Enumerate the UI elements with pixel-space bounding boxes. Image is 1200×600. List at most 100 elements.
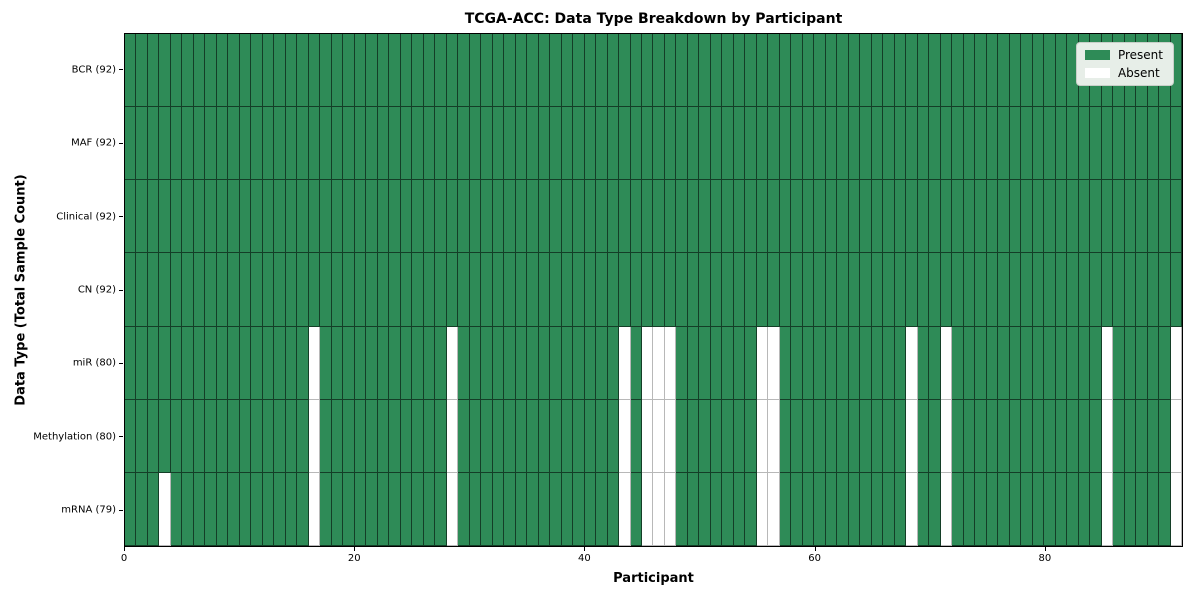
- heatmap-cell: [998, 326, 1010, 400]
- heatmap-cell: [538, 472, 551, 546]
- heatmap-cell: [446, 34, 459, 108]
- heatmap-cell: [343, 34, 355, 108]
- heatmap-cell: [147, 107, 160, 181]
- heatmap-cell: [1159, 107, 1171, 181]
- heatmap-cell: [1032, 472, 1045, 546]
- heatmap-cell: [1101, 107, 1114, 181]
- heatmap-cell: [550, 326, 562, 400]
- heatmap-cell: [1147, 399, 1160, 473]
- heatmap-cell: [802, 399, 815, 473]
- heatmap-cell: [779, 326, 792, 400]
- heatmap-cell: [481, 399, 493, 473]
- heatmap-cell: [883, 107, 895, 181]
- heatmap-cell: [1078, 326, 1091, 400]
- heatmap-cell: [768, 326, 780, 400]
- heatmap-cell: [285, 253, 298, 327]
- heatmap-cell: [607, 326, 620, 400]
- heatmap-cell: [814, 107, 826, 181]
- heatmap-cell: [975, 34, 987, 108]
- heatmap-cell: [1113, 326, 1125, 400]
- heatmap-cell: [366, 107, 378, 181]
- heatmap-cell: [285, 107, 298, 181]
- heatmap-cell: [917, 253, 930, 327]
- heatmap-cell: [377, 399, 390, 473]
- heatmap-cell: [687, 107, 700, 181]
- heatmap-cell: [343, 399, 355, 473]
- heatmap-cell: [504, 472, 516, 546]
- heatmap-cell: [848, 34, 861, 108]
- heatmap-cell: [630, 180, 642, 254]
- heatmap-cell: [251, 107, 263, 181]
- heatmap-cell: [607, 180, 620, 254]
- heatmap-cell: [917, 399, 930, 473]
- heatmap-cell: [848, 472, 861, 546]
- heatmap-cell: [1055, 34, 1068, 108]
- heatmap-cell: [492, 399, 505, 473]
- heatmap-cell: [1136, 472, 1148, 546]
- legend: Present Absent: [1075, 42, 1174, 86]
- heatmap-cell: [998, 34, 1010, 108]
- heatmap-cell: [699, 34, 711, 108]
- heatmap-cell: [343, 326, 355, 400]
- heatmap-cell: [377, 326, 390, 400]
- heatmap-cell: [125, 34, 137, 108]
- heatmap-cell: [837, 107, 849, 181]
- heatmap-cell: [929, 326, 941, 400]
- heatmap-cell: [917, 472, 930, 546]
- heatmap-cell: [538, 399, 551, 473]
- heatmap-cell: [515, 472, 528, 546]
- heatmap-cell: [710, 253, 723, 327]
- heatmap-cell: [216, 180, 229, 254]
- heatmap-cell: [1170, 326, 1182, 400]
- heatmap-cell: [906, 34, 918, 108]
- row-label: miR (80): [72, 357, 116, 369]
- heatmap-cell: [228, 34, 240, 108]
- heatmap-cell: [538, 326, 551, 400]
- heatmap-cell: [779, 399, 792, 473]
- heatmap-cell: [975, 107, 987, 181]
- heatmap-cell: [458, 107, 470, 181]
- heatmap-cell: [814, 180, 826, 254]
- heatmap-cell: [768, 34, 780, 108]
- heatmap-cell: [481, 472, 493, 546]
- heatmap-cell: [515, 399, 528, 473]
- heatmap-cell: [228, 253, 240, 327]
- heatmap-cell: [768, 399, 780, 473]
- heatmap-cell: [205, 253, 217, 327]
- heatmap-cell: [1124, 326, 1137, 400]
- heatmap-cell: [619, 399, 631, 473]
- heatmap-cell: [952, 472, 964, 546]
- heatmap-cell: [147, 253, 160, 327]
- legend-label-absent: Absent: [1117, 66, 1160, 80]
- heatmap-cell: [550, 399, 562, 473]
- heatmap-cell: [733, 180, 746, 254]
- heatmap-cell: [860, 326, 872, 400]
- heatmap-cell: [779, 472, 792, 546]
- heatmap-cell: [871, 472, 884, 546]
- heatmap-cell: [906, 180, 918, 254]
- chart-title: TCGA-ACC: Data Type Breakdown by Partici…: [464, 11, 843, 27]
- heatmap-cell: [630, 107, 642, 181]
- heatmap-cell: [343, 472, 355, 546]
- heatmap-cell: [182, 399, 194, 473]
- heatmap-cell: [986, 253, 999, 327]
- heatmap-cell: [584, 399, 597, 473]
- heatmap-cell: [561, 399, 574, 473]
- heatmap-cell: [848, 399, 861, 473]
- heatmap-cell: [733, 107, 746, 181]
- heatmap-cell: [1009, 326, 1022, 400]
- heatmap-cell: [331, 253, 344, 327]
- heatmap-cell: [653, 326, 665, 400]
- heatmap-cell: [837, 399, 849, 473]
- absent-swatch: [1084, 68, 1110, 78]
- heatmap-cell: [193, 472, 206, 546]
- heatmap-cell: [125, 399, 137, 473]
- heatmap-cell: [205, 399, 217, 473]
- heatmap-cell: [1170, 180, 1182, 254]
- heatmap-cell: [871, 326, 884, 400]
- heatmap-cell: [596, 34, 608, 108]
- heatmap-cell: [779, 34, 792, 108]
- heatmap-cell: [676, 326, 688, 400]
- heatmap-cell: [1044, 34, 1056, 108]
- heatmap-cell: [538, 107, 551, 181]
